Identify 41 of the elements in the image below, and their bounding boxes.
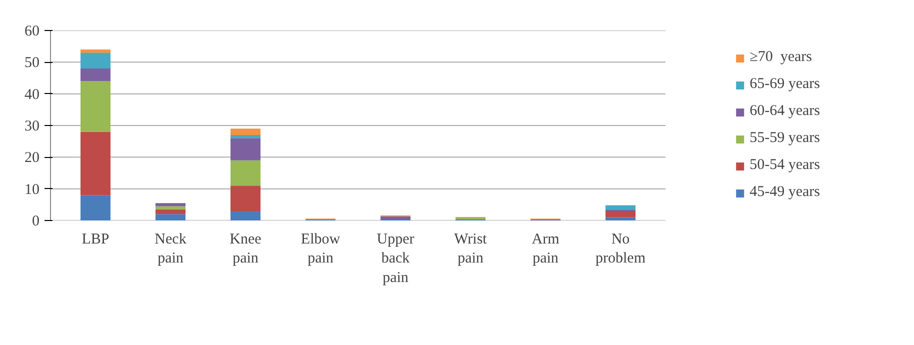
y-tick-label: 10 xyxy=(24,182,40,198)
bar xyxy=(230,186,260,211)
x-tick-label: Upper back pain xyxy=(376,232,414,286)
bar xyxy=(156,214,186,220)
bar xyxy=(606,217,636,220)
bar xyxy=(80,52,110,68)
legend-label: 65-69 years xyxy=(750,76,820,93)
bar xyxy=(606,211,636,218)
legend-label: 50-54 years xyxy=(750,157,820,174)
bar xyxy=(230,128,260,135)
y-tick-label: 60 xyxy=(24,24,40,40)
bar xyxy=(606,205,636,210)
y-tick-label: 40 xyxy=(24,86,40,103)
x-tick-label: No problem xyxy=(596,232,646,267)
x-tick-label: Wrist pain xyxy=(454,232,488,267)
y-tick-label: 30 xyxy=(24,118,40,134)
bar xyxy=(80,132,110,196)
bar xyxy=(230,211,260,220)
bar xyxy=(230,135,260,138)
bar xyxy=(80,68,110,82)
bar xyxy=(80,81,110,132)
x-tick-label: Arm pain xyxy=(532,232,560,267)
legend-label: 55-59 years xyxy=(750,130,820,147)
bar xyxy=(380,216,410,220)
bar xyxy=(80,195,110,220)
x-tick-label: Neck pain xyxy=(154,232,187,267)
y-tick-label: 20 xyxy=(24,150,40,166)
bar xyxy=(156,203,186,206)
x-tick-label: Knee pain xyxy=(230,232,262,267)
x-tick-label: Elbow pain xyxy=(300,232,340,267)
bar xyxy=(230,138,260,160)
y-tick-label: 0 xyxy=(32,214,40,230)
bar xyxy=(156,206,186,210)
bar xyxy=(80,50,110,53)
x-tick-label: LBP xyxy=(82,232,110,248)
legend-label: 60-64 years xyxy=(750,103,820,120)
bar xyxy=(230,160,260,186)
legend-label: 45-49 years xyxy=(750,184,820,201)
y-tick-label: 50 xyxy=(24,55,40,72)
legend-label: ≥70 years xyxy=(750,49,812,66)
bar xyxy=(156,209,186,214)
